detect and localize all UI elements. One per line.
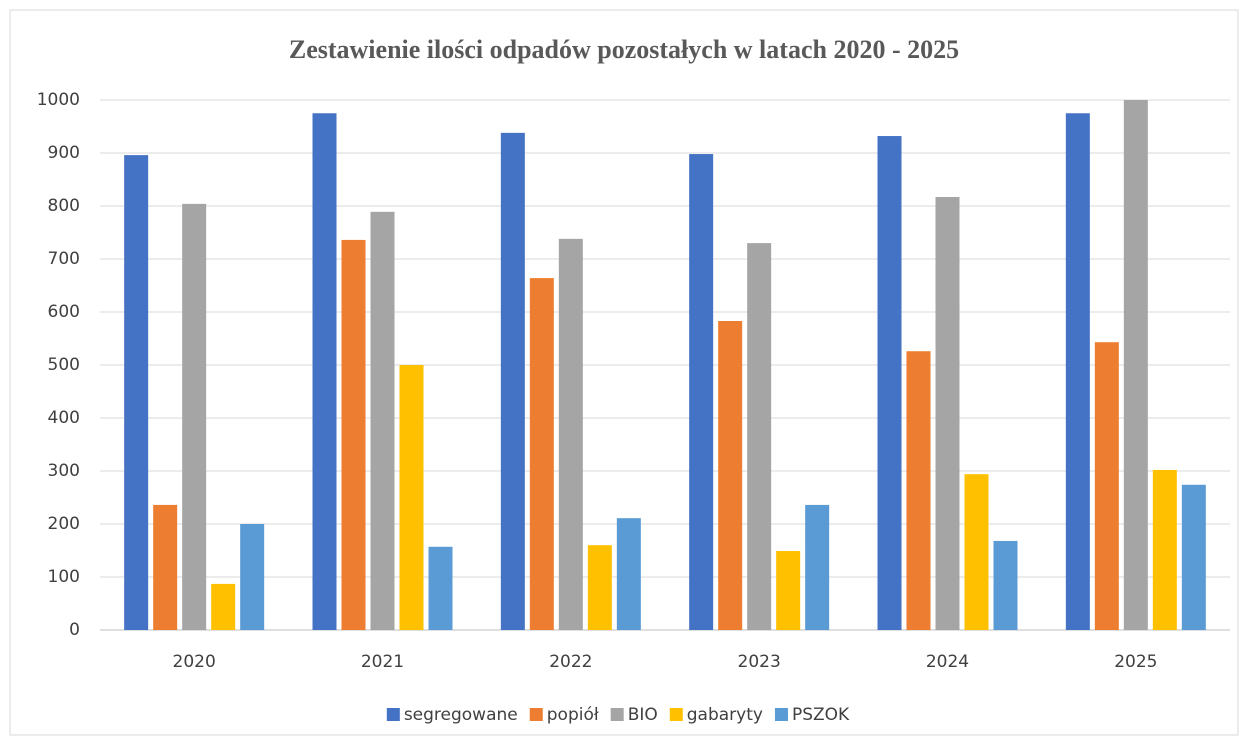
- y-tick-label: 800: [48, 196, 80, 216]
- bar: [312, 113, 337, 630]
- bar: [370, 211, 395, 630]
- y-tick-label: 700: [48, 249, 80, 269]
- x-tick-label: 2023: [738, 652, 781, 672]
- y-tick-label: 900: [48, 143, 80, 163]
- legend-swatch: [774, 708, 788, 721]
- bar: [1152, 469, 1177, 630]
- bar: [341, 239, 366, 631]
- y-tick-label: 600: [48, 302, 80, 322]
- bar: [805, 504, 830, 630]
- bar: [558, 238, 583, 631]
- legend-swatch: [529, 708, 543, 721]
- legend-swatch: [386, 708, 400, 721]
- bar: [1094, 342, 1119, 630]
- bar: [587, 545, 612, 630]
- bar: [1181, 484, 1206, 630]
- bar: [1123, 100, 1148, 630]
- bar: [747, 243, 772, 630]
- legend-label: segregowane: [404, 705, 518, 725]
- x-tick-label: 2021: [361, 652, 404, 672]
- bar: [529, 278, 554, 630]
- bar: [500, 132, 525, 631]
- legend-label: PSZOK: [792, 705, 850, 725]
- bar: [877, 136, 902, 631]
- legend-label: BIO: [628, 705, 658, 725]
- x-tick-label: 2024: [926, 652, 969, 672]
- bar: [211, 583, 236, 630]
- bar: [718, 321, 743, 630]
- y-tick-label: 1000: [37, 90, 80, 110]
- bar: [689, 154, 714, 630]
- legend-swatch: [669, 708, 683, 721]
- x-tick-label: 2020: [173, 652, 216, 672]
- x-tick-label: 2025: [1114, 652, 1157, 672]
- y-tick-label: 300: [48, 461, 80, 481]
- y-tick-label: 200: [48, 514, 80, 534]
- y-tick-label: 500: [48, 355, 80, 375]
- bar: [182, 203, 207, 630]
- y-tick-label: 0: [69, 620, 80, 640]
- y-tick-label: 100: [48, 567, 80, 587]
- chart-title: Zestawienie ilości odpadów pozostałych w…: [289, 35, 959, 64]
- bar: [1065, 113, 1090, 630]
- bar: [616, 518, 641, 630]
- y-tick-label: 400: [48, 408, 80, 428]
- bar: [153, 504, 178, 630]
- bar: [935, 196, 960, 631]
- bar: [964, 474, 989, 630]
- legend-label: popiół: [547, 705, 599, 725]
- bar: [399, 365, 424, 630]
- bar: [428, 546, 453, 630]
- legend-label: gabaryty: [687, 705, 763, 725]
- legend-swatch: [610, 708, 624, 721]
- bar: [906, 351, 931, 630]
- bar: [124, 155, 149, 630]
- bar: [993, 540, 1018, 630]
- x-tick-label: 2022: [549, 652, 592, 672]
- bar: [240, 524, 265, 630]
- bar: [776, 551, 801, 630]
